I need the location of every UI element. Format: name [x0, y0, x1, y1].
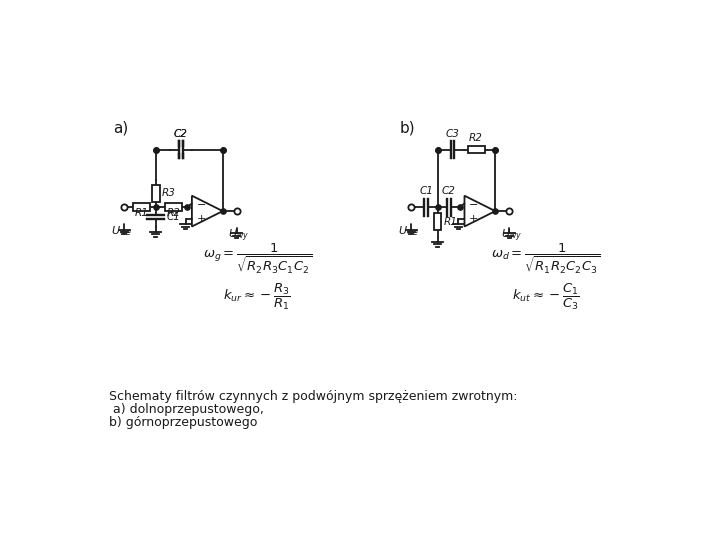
Text: C1: C1 — [420, 186, 433, 197]
Text: C2: C2 — [174, 129, 188, 139]
Text: a) dolnoprzepustowego,: a) dolnoprzepustowego, — [109, 403, 264, 416]
Text: R2: R2 — [469, 133, 483, 143]
Bar — [165, 204, 182, 211]
Text: C3: C3 — [446, 129, 459, 139]
Text: $\omega_d=\dfrac{1}{\sqrt{R_1R_2C_2C_3}}$: $\omega_d=\dfrac{1}{\sqrt{R_1R_2C_2C_3}}… — [492, 242, 600, 276]
Text: $+$: $+$ — [468, 213, 479, 224]
Text: $\omega_g=\dfrac{1}{\sqrt{R_2R_3C_1C_2}}$: $\omega_g=\dfrac{1}{\sqrt{R_2R_3C_1C_2}}… — [203, 242, 312, 276]
Text: $-$: $-$ — [196, 198, 206, 208]
Text: $-$: $-$ — [468, 198, 479, 208]
Text: $U_{wy}$: $U_{wy}$ — [228, 228, 249, 245]
Text: $k_{ut}\approx-\dfrac{C_1}{C_3}$: $k_{ut}\approx-\dfrac{C_1}{C_3}$ — [513, 282, 580, 312]
Text: a): a) — [113, 120, 129, 136]
Text: R3: R3 — [162, 188, 176, 198]
Text: Schematy filtrów czynnych z podwójnym sprzężeniem zwrotnym:: Schematy filtrów czynnych z podwójnym sp… — [109, 390, 517, 403]
Text: R1: R1 — [135, 208, 149, 218]
Text: R1: R1 — [444, 217, 458, 227]
Text: C1: C1 — [166, 212, 181, 222]
Text: $U_{we}$: $U_{we}$ — [398, 224, 419, 238]
Text: b) górnoprzepustowego: b) górnoprzepustowego — [109, 416, 257, 429]
Text: $U_{we}$: $U_{we}$ — [111, 224, 132, 238]
Bar — [152, 185, 160, 202]
Text: C2: C2 — [442, 186, 456, 197]
Text: R2: R2 — [166, 208, 180, 218]
Text: $+$: $+$ — [196, 213, 206, 224]
Bar — [467, 146, 485, 153]
Text: $k_{ur}\approx-\dfrac{R_3}{R_1}$: $k_{ur}\approx-\dfrac{R_3}{R_1}$ — [223, 282, 291, 312]
Text: C2: C2 — [174, 129, 188, 139]
Bar — [133, 204, 150, 211]
Text: b): b) — [400, 120, 415, 136]
Text: $U_{wy}$: $U_{wy}$ — [501, 228, 522, 245]
Bar — [433, 213, 441, 231]
